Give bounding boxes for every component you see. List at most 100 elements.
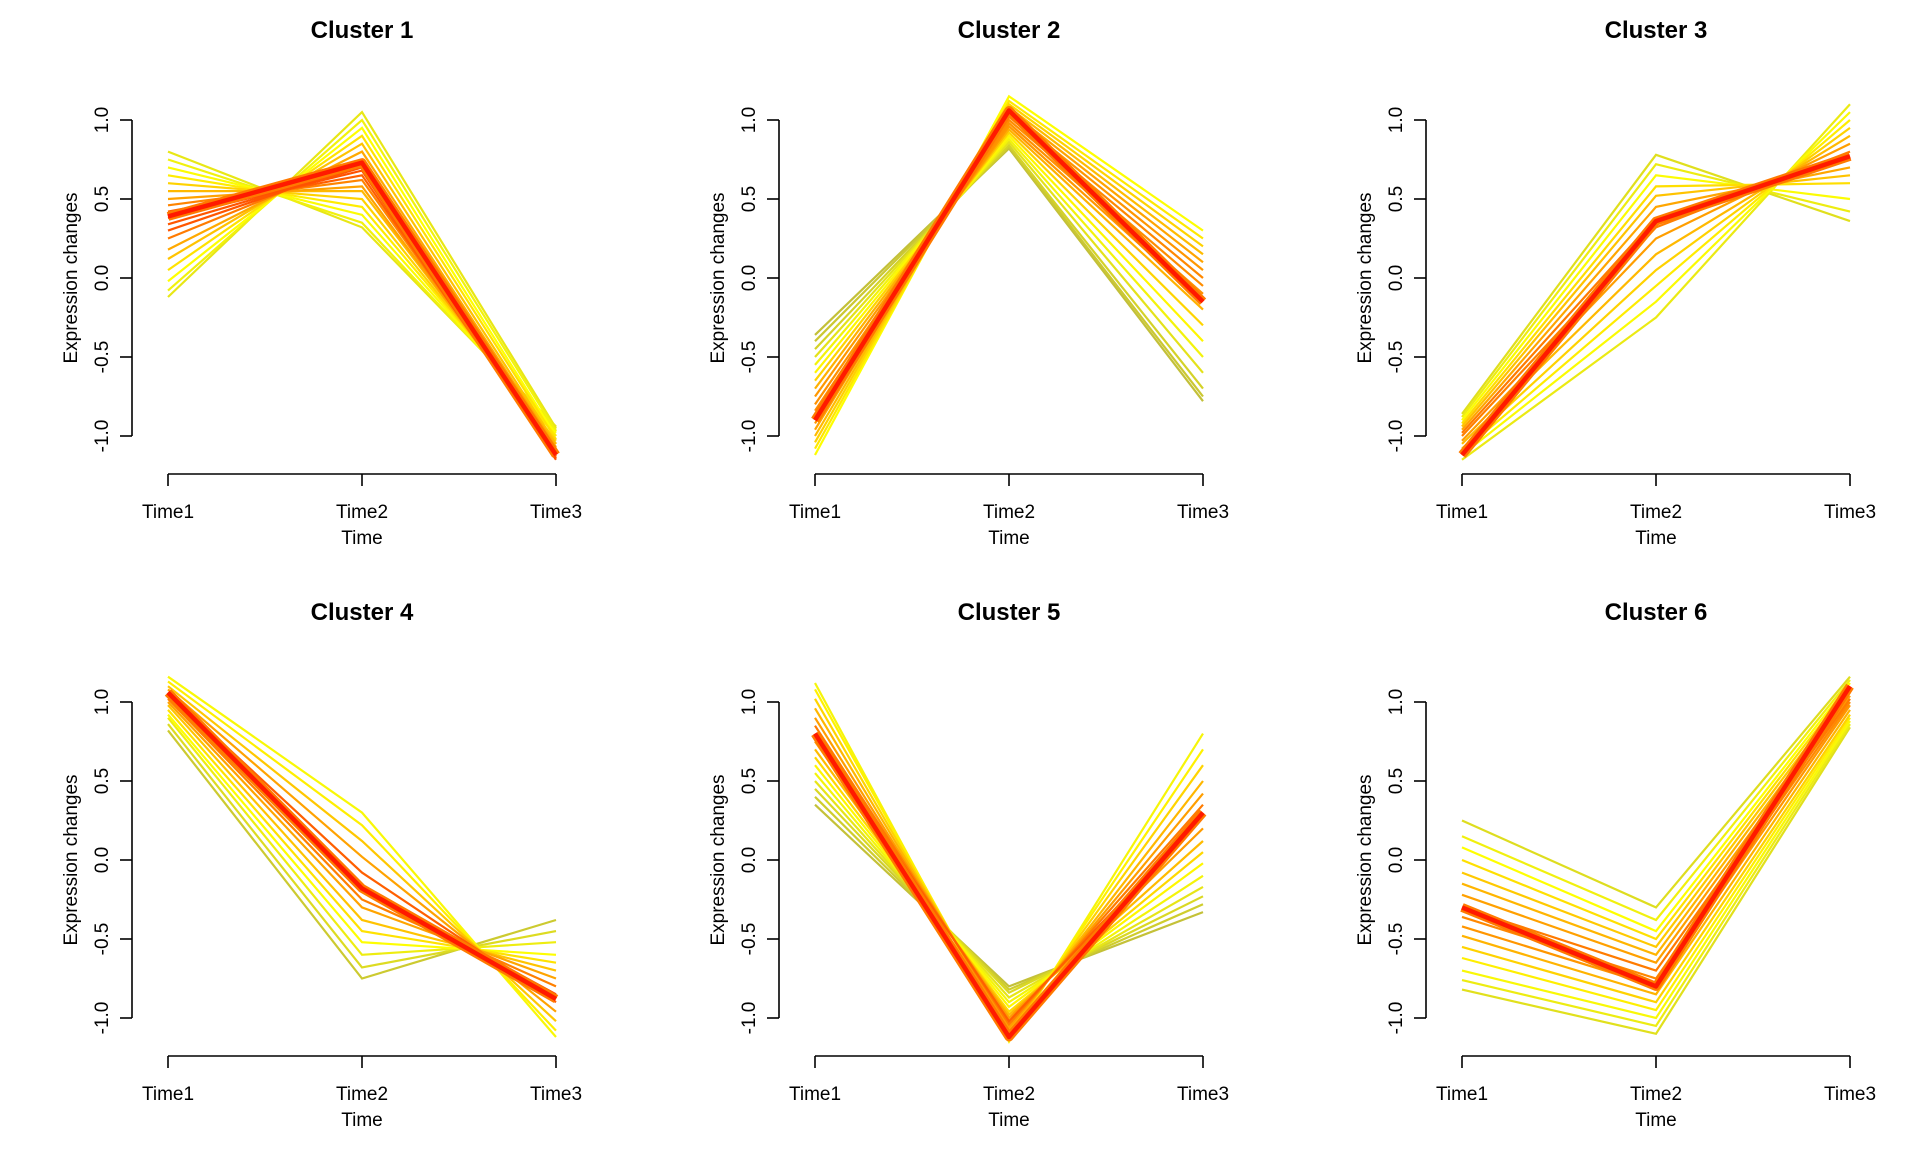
profile-line <box>814 99 1204 450</box>
y-axis-title: Expression changes <box>1355 774 1376 945</box>
y-tick-label: -1.0 <box>1386 420 1407 453</box>
x-tick-label: Time1 <box>789 502 841 523</box>
y-tick-label: 1.0 <box>1386 107 1407 133</box>
panel-title: Cluster 1 <box>311 17 414 44</box>
profile-line <box>1461 726 1851 1036</box>
y-tick-label: -1.0 <box>92 420 113 453</box>
y-tick-label: -0.5 <box>92 341 113 374</box>
profile-line <box>1461 675 1851 909</box>
y-tick-label: -1.0 <box>92 1002 113 1035</box>
profile-line <box>814 130 1204 382</box>
profile-line <box>814 788 1204 995</box>
profile-line <box>1461 153 1851 415</box>
y-tick-label: 1.0 <box>739 689 760 715</box>
profile-line <box>814 137 1204 366</box>
y-tick-label: 1.0 <box>92 689 113 715</box>
profile-line <box>814 717 1204 1030</box>
x-axis-title: Time <box>341 528 383 549</box>
y-tick-label: 0.0 <box>92 847 113 873</box>
profile-line <box>1461 162 1851 418</box>
panel-cluster-2: Cluster 2 -1.0 -0.5 0.0 0.5 1.0 Expression cha… <box>708 17 1229 549</box>
profile-line <box>814 725 1204 1027</box>
x-tick-label: Time1 <box>789 1084 841 1105</box>
profile-line <box>814 796 1204 991</box>
profile-line <box>167 713 557 956</box>
x-tick-label: Time2 <box>336 1084 388 1105</box>
y-axis-title: Expression changes <box>61 774 82 945</box>
y-tick-label: -1.0 <box>739 1002 760 1035</box>
profile-line <box>814 94 1204 456</box>
panel-cluster-6: Cluster 6 -1.0 -0.5 0.0 0.5 1.0 Expression cha… <box>1355 599 1876 1131</box>
profile-line <box>1461 720 1851 1020</box>
y-tick-label: -0.5 <box>739 341 760 374</box>
centroid-line <box>167 160 558 457</box>
panel-cluster-3: Cluster 3 -1.0 -0.5 0.0 0.5 1.0 Expression cha… <box>1355 17 1876 549</box>
y-tick-label: 0.5 <box>739 768 760 794</box>
centroid-line <box>1460 154 1851 457</box>
x-tick-label: Time1 <box>142 1084 194 1105</box>
x-axis-title: Time <box>988 528 1030 549</box>
panel-title: Cluster 3 <box>1605 17 1708 44</box>
panel-title: Cluster 4 <box>311 599 414 626</box>
x-axis-title: Time <box>988 1110 1030 1131</box>
x-tick-label: Time1 <box>1436 502 1488 523</box>
y-tick-label: 0.5 <box>739 186 760 212</box>
x-tick-label: Time3 <box>530 502 582 523</box>
y-tick-label: 1.0 <box>1386 689 1407 715</box>
y-tick-label: -0.5 <box>739 923 760 956</box>
profile-line <box>1461 717 1851 1012</box>
x-tick-label: Time3 <box>1177 1084 1229 1105</box>
centroid-line <box>1461 684 1852 989</box>
y-tick-label: 0.0 <box>92 265 113 291</box>
x-tick-label: Time1 <box>142 502 194 523</box>
profile-line <box>167 142 557 445</box>
y-axis-title: Expression changes <box>61 192 82 363</box>
profile-line <box>167 723 557 969</box>
profile-line <box>167 709 557 964</box>
centroid-line <box>813 108 1205 422</box>
centroid-line <box>166 690 558 1001</box>
x-tick-label: Time2 <box>983 502 1035 523</box>
panel-title: Cluster 2 <box>958 17 1061 44</box>
y-axis-title: Expression changes <box>708 192 729 363</box>
y-tick-label: 0.0 <box>1386 265 1407 291</box>
profile-line <box>814 140 1204 374</box>
profile-line <box>814 780 1204 999</box>
centroid-line <box>813 732 1205 1040</box>
profile-line <box>814 143 1204 390</box>
y-tick-label: 0.5 <box>1386 186 1407 212</box>
x-tick-label: Time2 <box>336 502 388 523</box>
profile-line <box>1461 679 1851 922</box>
profile-line <box>814 764 1204 1009</box>
profile-line <box>167 134 557 440</box>
profile-line <box>1461 723 1851 1028</box>
panel-title: Cluster 6 <box>1605 599 1708 626</box>
profile-line <box>167 150 557 448</box>
y-tick-label: -0.5 <box>92 923 113 956</box>
x-tick-label: Time3 <box>1824 502 1876 523</box>
profile-line <box>1461 688 1851 949</box>
profile-line <box>167 118 557 432</box>
x-axis-title: Time <box>341 1110 383 1131</box>
x-tick-label: Time1 <box>1436 1084 1488 1105</box>
profile-line <box>167 701 557 980</box>
x-axis-title: Time <box>1635 528 1677 549</box>
x-tick-label: Time3 <box>530 1084 582 1105</box>
profile-line <box>1461 182 1851 425</box>
x-tick-label: Time3 <box>1824 1084 1876 1105</box>
panel-cluster-5: Cluster 5 -1.0 -0.5 0.0 0.5 1.0 Expression cha… <box>708 599 1229 1131</box>
profile-line <box>1461 174 1851 421</box>
y-tick-label: -0.5 <box>1386 923 1407 956</box>
y-tick-label: 1.0 <box>92 107 113 133</box>
profile-line <box>1461 682 1851 933</box>
x-tick-label: Time2 <box>1630 1084 1682 1105</box>
y-tick-label: 0.5 <box>92 768 113 794</box>
y-tick-label: 1.0 <box>739 107 760 133</box>
y-tick-label: 0.0 <box>739 847 760 873</box>
profile-line <box>814 134 1204 374</box>
y-tick-label: -1.0 <box>1386 1002 1407 1035</box>
profile-line <box>814 102 1204 443</box>
y-axis-title: Expression changes <box>708 774 729 945</box>
profile-line <box>167 110 557 429</box>
